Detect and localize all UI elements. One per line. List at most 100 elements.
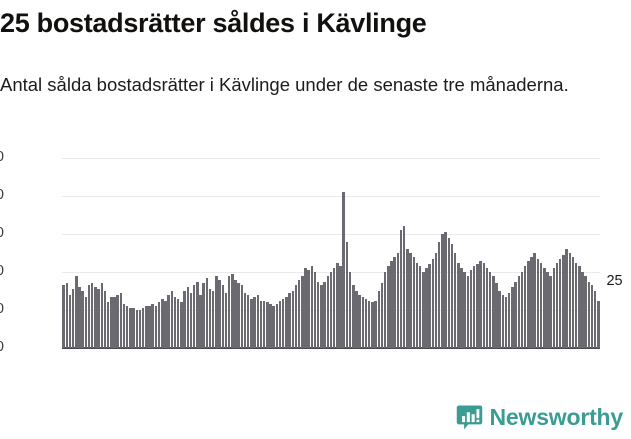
bar <box>154 306 158 348</box>
bar <box>234 279 237 348</box>
y-tick-label-60: 60 <box>0 226 4 241</box>
bar <box>224 292 228 348</box>
bar <box>215 275 218 348</box>
bar <box>183 291 186 348</box>
bar <box>119 292 123 348</box>
bar <box>68 294 72 348</box>
bar <box>186 287 189 348</box>
bar <box>492 275 495 348</box>
bar <box>508 292 511 348</box>
newsworthy-logo[interactable]: Newsworthy <box>456 404 623 431</box>
bar <box>348 272 352 348</box>
bar <box>511 287 514 348</box>
x-axis <box>62 348 600 388</box>
bar <box>113 296 116 348</box>
bar <box>498 291 501 348</box>
bar <box>227 275 231 348</box>
bar <box>533 253 536 348</box>
bar <box>310 266 314 348</box>
bar <box>202 283 205 348</box>
bar <box>218 279 221 348</box>
bar <box>520 272 524 348</box>
bar <box>62 285 65 348</box>
bar <box>390 260 393 348</box>
bar <box>514 281 517 348</box>
bar <box>587 281 591 348</box>
bar <box>536 258 540 348</box>
bar <box>320 285 323 348</box>
bar <box>402 226 406 348</box>
bar <box>256 294 259 348</box>
bar <box>285 296 288 348</box>
bar <box>501 294 505 348</box>
bar <box>221 285 224 348</box>
bar <box>590 285 594 348</box>
bar <box>126 306 129 348</box>
bar <box>103 291 107 348</box>
bar <box>161 298 164 348</box>
bar <box>266 302 269 348</box>
bar <box>571 256 575 348</box>
bar <box>326 275 330 348</box>
bar <box>196 281 199 348</box>
bar <box>568 253 571 348</box>
bar <box>597 300 600 348</box>
bar <box>574 262 578 348</box>
bar <box>450 243 454 348</box>
bar <box>488 272 492 348</box>
bar <box>94 287 97 348</box>
bar <box>383 272 387 348</box>
bar <box>135 310 139 348</box>
bar <box>460 268 463 348</box>
bar <box>367 300 371 348</box>
bar <box>543 268 546 348</box>
bar <box>317 281 320 348</box>
bar <box>301 275 304 348</box>
bar <box>100 283 104 348</box>
bar <box>259 300 263 348</box>
bar <box>422 272 425 348</box>
bar <box>409 253 412 348</box>
bar <box>291 291 295 348</box>
bar <box>558 258 562 348</box>
bar <box>288 292 291 348</box>
bar <box>593 291 597 348</box>
bar <box>211 291 215 348</box>
bar <box>437 241 441 348</box>
bar <box>269 304 272 348</box>
bar <box>364 298 368 348</box>
bar <box>377 291 380 348</box>
y-tick-label-40: 40 <box>0 264 4 279</box>
bar <box>84 296 88 348</box>
bar <box>415 262 419 348</box>
bar <box>469 270 473 348</box>
bar <box>192 285 196 348</box>
bar <box>272 306 275 348</box>
bar <box>329 272 333 348</box>
bar <box>495 283 498 348</box>
bar <box>473 266 476 348</box>
bar <box>151 304 154 348</box>
bar <box>447 237 450 348</box>
bar <box>87 285 91 348</box>
bar <box>406 249 409 348</box>
bar <box>476 264 479 348</box>
bar <box>199 294 202 348</box>
bar <box>412 256 415 348</box>
bar <box>418 266 422 348</box>
bar <box>205 277 209 348</box>
bar <box>231 273 234 348</box>
page-subtitle: Antal sålda bostadsrätter i Kävlinge und… <box>0 74 569 95</box>
bar <box>457 262 460 348</box>
bar <box>584 275 587 348</box>
bar <box>129 308 132 348</box>
bar <box>122 304 126 348</box>
bar <box>441 234 444 348</box>
bar <box>145 306 148 348</box>
bar <box>336 262 339 348</box>
bar <box>352 285 355 348</box>
bar <box>157 302 161 348</box>
bar <box>237 283 240 348</box>
bar <box>358 294 361 348</box>
bar <box>393 256 396 348</box>
